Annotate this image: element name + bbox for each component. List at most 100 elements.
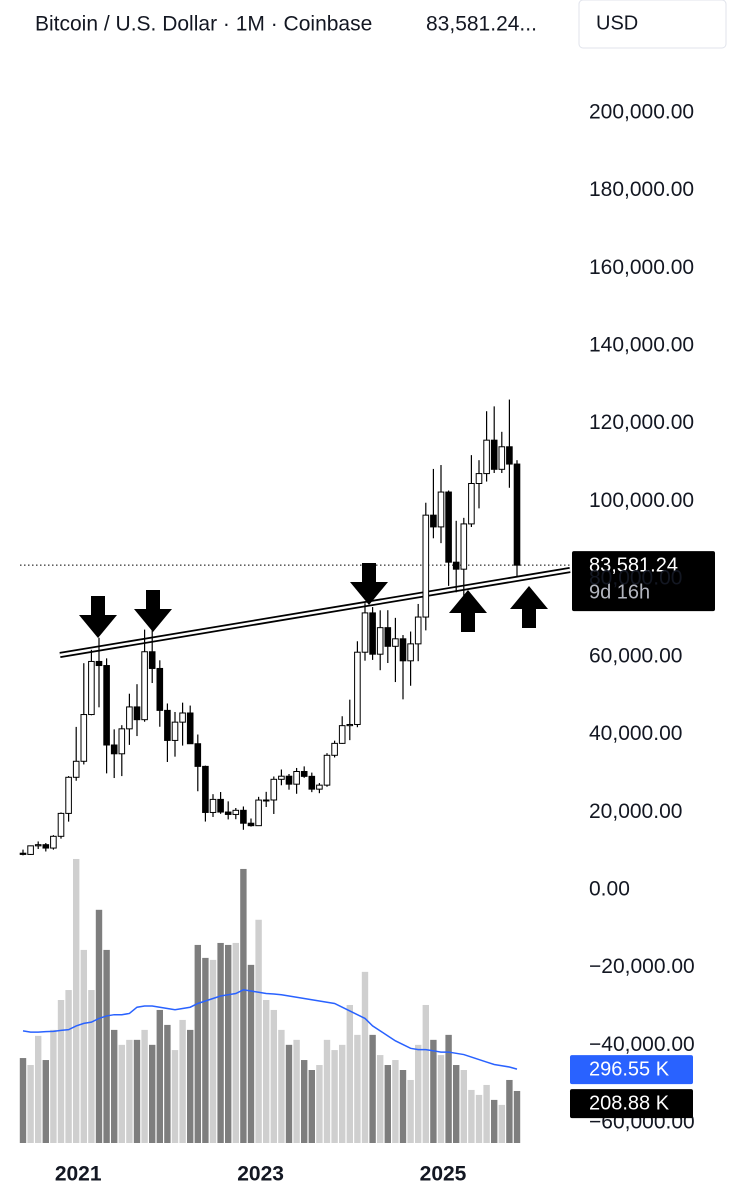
volume-bar xyxy=(361,971,369,1143)
volume-bar xyxy=(42,1060,49,1143)
volume-bar xyxy=(27,1065,34,1143)
volume-bar xyxy=(285,1044,293,1143)
down-arrow xyxy=(350,563,388,605)
up-arrow xyxy=(510,586,548,628)
candle-body xyxy=(80,714,88,762)
header-price: 83,581.24... xyxy=(426,13,537,36)
volume-bar xyxy=(308,1070,315,1143)
candle-body xyxy=(171,721,179,741)
candle-body xyxy=(316,784,323,790)
volume-bar xyxy=(437,1055,445,1143)
volume-bar xyxy=(209,959,217,1143)
volume-bar xyxy=(346,1004,353,1143)
volume-box xyxy=(570,1089,693,1119)
candle-body xyxy=(110,744,118,755)
volume-bar xyxy=(468,1089,475,1143)
y-tick-label: 140,000.00 xyxy=(589,333,694,356)
candle-body xyxy=(361,612,369,653)
volume-bar xyxy=(301,1060,308,1143)
candle-body xyxy=(392,638,399,647)
candle-body xyxy=(19,852,27,855)
candle-body xyxy=(338,725,346,744)
volume-bar xyxy=(35,1035,42,1143)
volume-bar xyxy=(506,1079,513,1143)
candle-body xyxy=(179,712,186,723)
candle-body xyxy=(308,775,316,790)
volume-bar xyxy=(384,1065,391,1143)
candle-body xyxy=(369,612,376,655)
y-tick-label: 60,000.00 xyxy=(589,644,682,667)
candle-body xyxy=(27,845,34,855)
candle-body xyxy=(483,439,490,475)
y-tick-label: −20,000.00 xyxy=(589,955,695,978)
y-tick-label: 100,000.00 xyxy=(589,489,694,512)
candle-body xyxy=(399,638,407,662)
candle-body xyxy=(240,809,247,824)
volume-bar xyxy=(339,1044,346,1143)
candle-body xyxy=(300,771,308,777)
candle-body xyxy=(445,491,452,563)
candle-body xyxy=(148,651,156,669)
volume-bar xyxy=(171,1050,179,1143)
x-tick-label: 2025 xyxy=(420,1163,467,1186)
volume-bar xyxy=(126,1039,133,1143)
candle-body xyxy=(293,771,300,785)
currency-button[interactable] xyxy=(578,0,727,49)
volume-bar xyxy=(354,1034,361,1143)
volume-bar xyxy=(407,1079,414,1143)
volume-bar xyxy=(392,1060,399,1143)
volume-bar xyxy=(422,1004,429,1143)
volume-bar xyxy=(415,1044,422,1143)
candle-body xyxy=(42,844,50,849)
candle-body xyxy=(217,798,224,813)
volume-bar xyxy=(247,964,255,1143)
candle-body xyxy=(331,742,338,756)
y-tick-label: 80,000.00 xyxy=(589,567,682,590)
candle-body xyxy=(232,809,240,815)
candle-body xyxy=(384,627,392,647)
volume-bar xyxy=(240,868,247,1143)
candle-body xyxy=(224,811,232,815)
candle-body xyxy=(34,844,42,847)
volume-bar xyxy=(475,1094,483,1143)
volume-bar xyxy=(50,1029,57,1143)
candle-body xyxy=(437,491,445,528)
trend-line xyxy=(59,567,571,658)
currency-label[interactable]: USD xyxy=(596,12,638,34)
y-tick-label: −40,000.00 xyxy=(589,1033,695,1056)
candle-body xyxy=(202,765,209,813)
volume-bar xyxy=(156,1009,163,1143)
candle-body xyxy=(513,463,521,566)
volume-bar xyxy=(19,1058,27,1143)
volume-bar xyxy=(202,957,209,1143)
volume-bar xyxy=(430,1039,437,1143)
volume-bar xyxy=(316,1065,323,1143)
volume-bar xyxy=(194,944,201,1143)
volume-bar xyxy=(217,942,224,1143)
candle-body xyxy=(468,482,475,525)
volume-bar xyxy=(331,1050,338,1143)
volume-bar xyxy=(95,909,103,1143)
candle-body xyxy=(255,799,262,827)
candle-body xyxy=(498,446,506,470)
candle-body xyxy=(126,706,133,730)
candle-body xyxy=(430,514,437,528)
candle-body xyxy=(407,643,414,662)
volume-bar xyxy=(293,1039,300,1143)
candle-body xyxy=(422,514,430,618)
volume-bar xyxy=(187,1029,194,1143)
y-tick-label: 160,000.00 xyxy=(589,256,694,279)
y-tick-label: 200,000.00 xyxy=(589,100,694,123)
volume-bar xyxy=(453,1065,460,1143)
candle-body xyxy=(65,776,72,814)
volume-bar xyxy=(141,1029,148,1143)
candle-body xyxy=(141,651,148,721)
y-tick-label: 0.00 xyxy=(589,877,630,900)
candle-body xyxy=(414,616,422,645)
volume-bar xyxy=(149,1044,156,1143)
candle-body xyxy=(57,812,65,837)
candle-body xyxy=(490,439,498,470)
volume-ma-box xyxy=(570,1055,693,1085)
